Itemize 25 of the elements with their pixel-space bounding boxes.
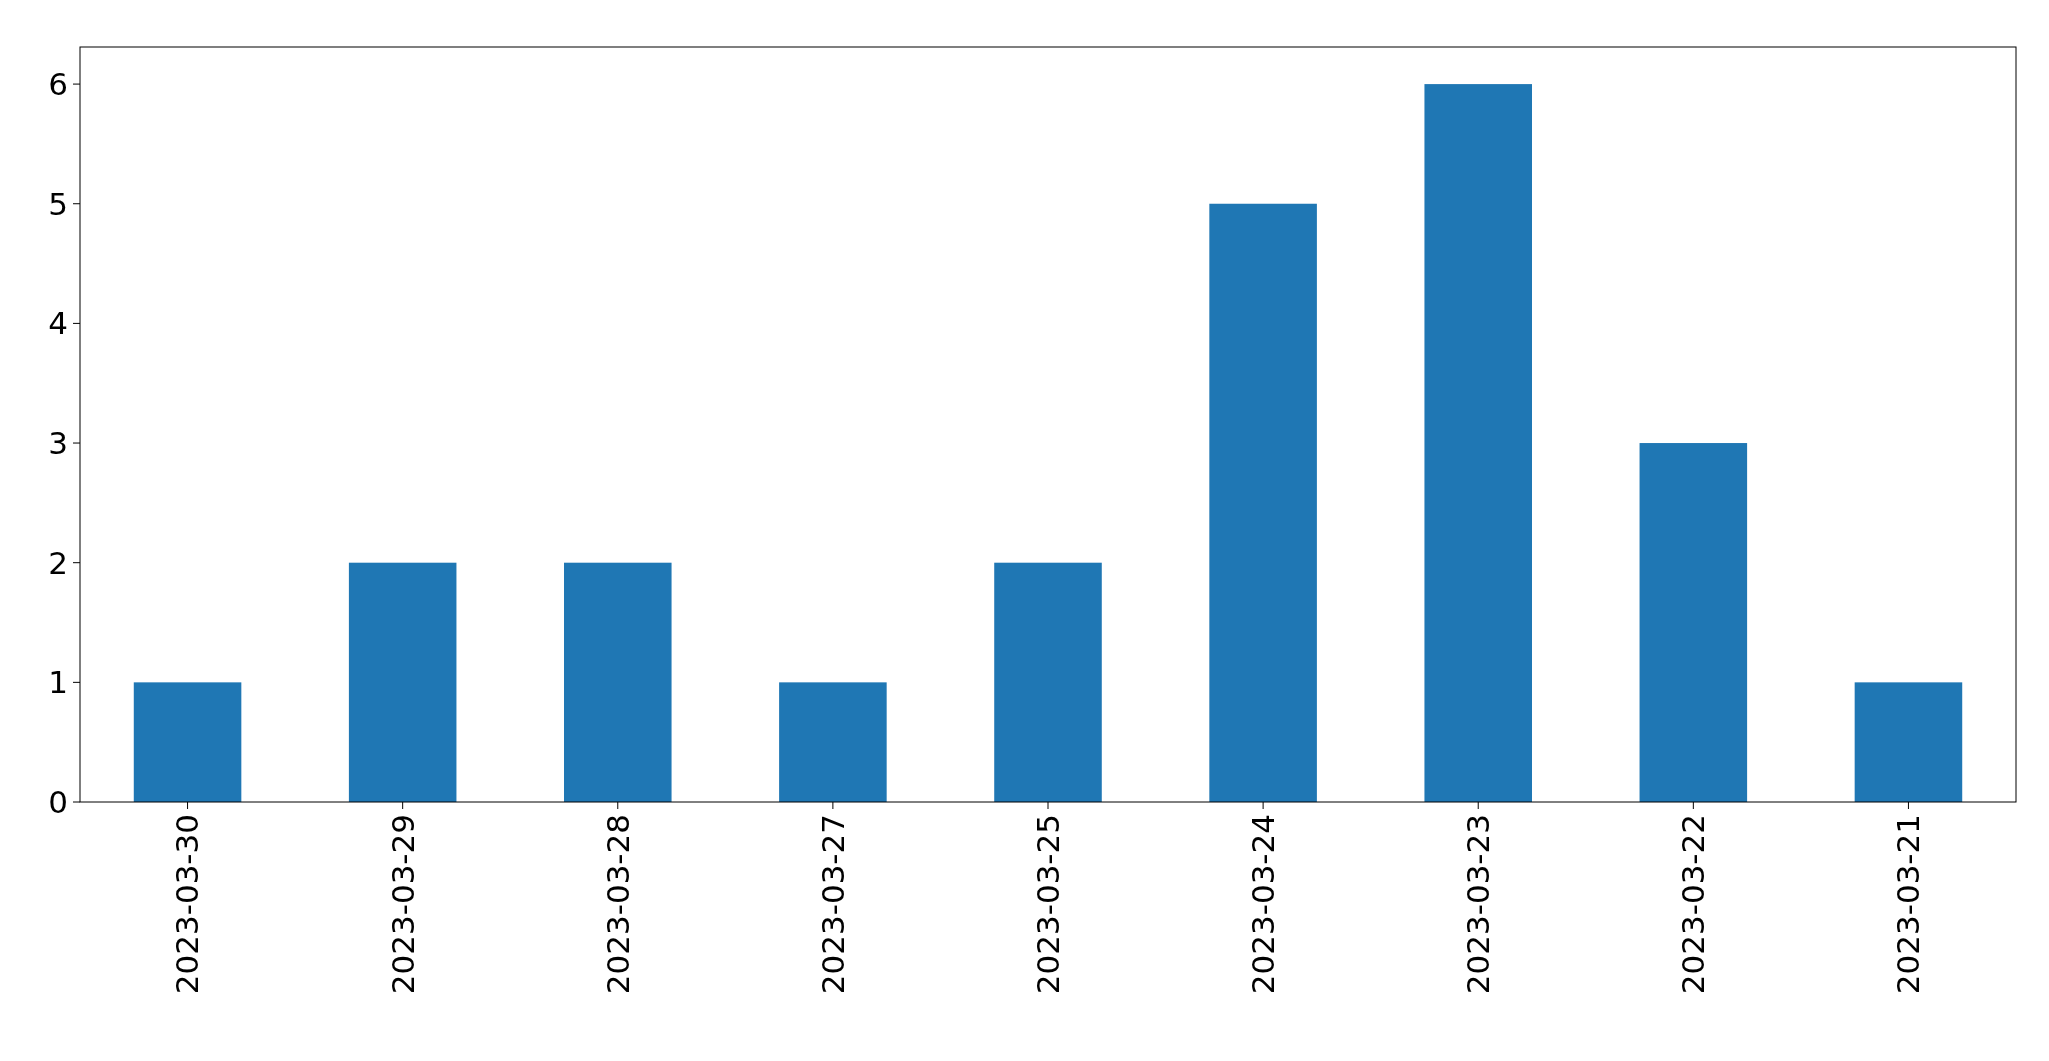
x-tick-label: 2023-03-24	[1244, 814, 1281, 995]
bar	[1424, 84, 1532, 802]
x-tick-label: 2023-03-22	[1675, 814, 1712, 995]
bar	[348, 562, 457, 802]
bar	[564, 562, 672, 802]
x-tick-label: 2023-03-21	[1890, 814, 1927, 995]
x-tick-label: 2023-03-23	[1460, 814, 1497, 995]
bar	[1854, 682, 1963, 802]
bar	[1639, 443, 1748, 802]
y-tick-label: 4	[48, 305, 68, 342]
x-tick-label: 2023-03-30	[169, 814, 206, 995]
y-tick-label: 6	[48, 65, 68, 102]
x-tick-label: 2023-03-27	[814, 814, 851, 995]
x-tick-label: 2023-03-28	[599, 814, 636, 995]
x-tick-label: 2023-03-25	[1029, 814, 1066, 995]
bar	[1209, 203, 1317, 802]
y-tick-label: 5	[48, 185, 68, 222]
bar	[779, 682, 887, 802]
x-tick-label: 2023-03-29	[384, 814, 421, 995]
y-tick-label: 3	[48, 424, 68, 461]
y-tick-label: 1	[48, 664, 68, 701]
bar	[133, 682, 242, 802]
y-tick-label: 0	[48, 783, 68, 820]
y-tick-label: 2	[48, 544, 68, 581]
bar	[994, 562, 1102, 802]
